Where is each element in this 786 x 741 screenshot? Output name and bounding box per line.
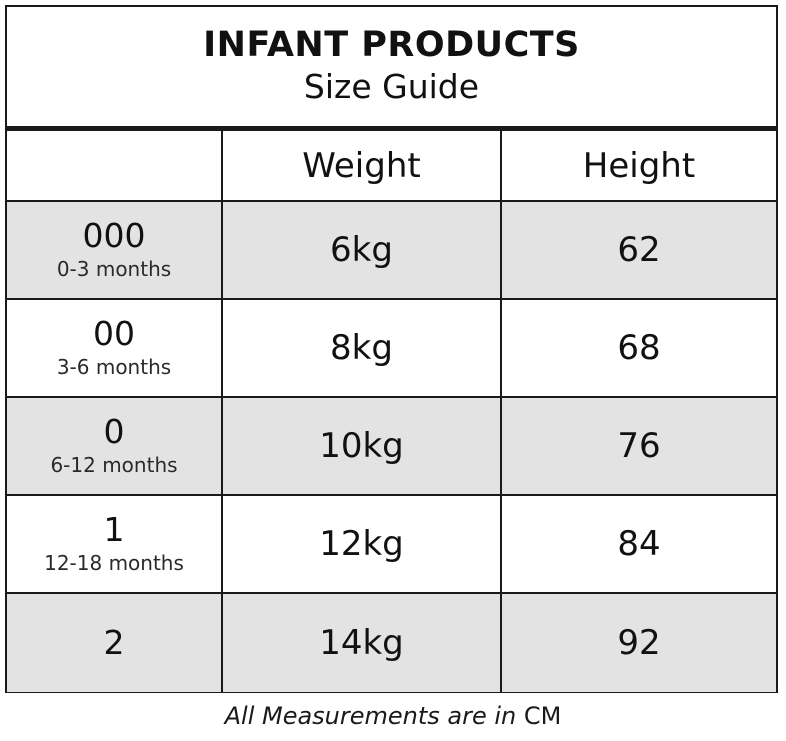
title-block: INFANT PRODUCTS Size Guide <box>7 7 776 131</box>
size-cell: 00 3-6 months <box>7 300 223 398</box>
header-cell-height: Height <box>502 131 776 202</box>
weight-cell: 14kg <box>223 594 502 692</box>
weight-cell: 12kg <box>223 496 502 594</box>
footnote-unit: CM <box>523 702 562 730</box>
size-code: 2 <box>103 622 125 662</box>
header-cell-weight: Weight <box>223 131 502 202</box>
height-cell: 92 <box>502 594 776 692</box>
height-cell: 68 <box>502 300 776 398</box>
size-age: 3-6 months <box>56 355 172 380</box>
weight-cell: 8kg <box>223 300 502 398</box>
size-age: 0-3 months <box>56 257 172 282</box>
footnote-text: All Measurements are in <box>224 702 524 730</box>
weight-cell: 6kg <box>223 202 502 300</box>
size-cell: 1 12-18 months <box>7 496 223 594</box>
size-code: 000 <box>82 215 146 255</box>
size-guide-table: INFANT PRODUCTS Size Guide Weight Height… <box>5 5 778 693</box>
size-cell: 2 <box>7 594 223 692</box>
measurement-footnote: All Measurements are in CM <box>0 702 786 730</box>
table-grid: Weight Height 000 0-3 months 6kg 62 00 3… <box>7 131 776 692</box>
size-age: 6-12 months <box>50 453 178 478</box>
weight-cell: 10kg <box>223 398 502 496</box>
size-code: 1 <box>103 509 125 549</box>
height-cell: 62 <box>502 202 776 300</box>
page-subtitle: Size Guide <box>303 66 480 106</box>
page-title: INFANT PRODUCTS <box>203 25 580 66</box>
size-code: 00 <box>93 313 135 353</box>
size-cell: 0 6-12 months <box>7 398 223 496</box>
header-cell-empty <box>7 131 223 202</box>
size-code: 0 <box>103 411 125 451</box>
size-age: 12-18 months <box>44 551 184 576</box>
size-cell: 000 0-3 months <box>7 202 223 300</box>
height-cell: 76 <box>502 398 776 496</box>
height-cell: 84 <box>502 496 776 594</box>
